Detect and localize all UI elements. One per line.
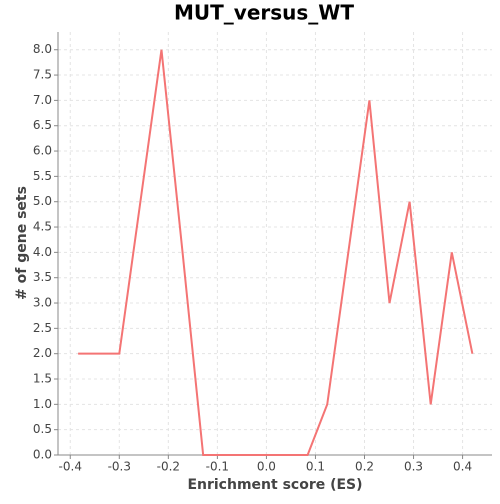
y-tick-label: 2.0	[33, 346, 52, 360]
y-axis-label: # of gene sets	[14, 186, 30, 300]
x-tick-label: -0.4	[59, 460, 82, 474]
y-tick-label: 7.0	[33, 93, 52, 107]
y-tick-label: 2.5	[33, 321, 52, 335]
y-tick-label: 6.0	[33, 144, 52, 158]
y-tick-label: 1.0	[33, 397, 52, 411]
x-tick-label: 0.0	[257, 460, 276, 474]
y-tick-label: 7.5	[33, 68, 52, 82]
y-tick-label: 0.0	[33, 448, 52, 462]
y-tick-label: 3.5	[33, 270, 52, 284]
x-tick-label: -0.2	[157, 460, 180, 474]
y-tick-label: 6.5	[33, 118, 52, 132]
y-tick-label: 1.5	[33, 372, 52, 386]
line	[78, 49, 474, 456]
x-tick-label: 0.4	[453, 460, 472, 474]
x-tick-label: 0.1	[306, 460, 325, 474]
y-tick-label: 8.0	[33, 42, 52, 56]
y-tick-label: 5.5	[33, 169, 52, 183]
x-tick-label: 0.2	[355, 460, 374, 474]
x-axis-label: Enrichment score (ES)	[187, 477, 362, 493]
y-tick-label: 4.5	[33, 220, 52, 234]
y-tick-label: 0.5	[33, 422, 52, 436]
x-tick-label: -0.3	[108, 460, 131, 474]
chart-title: MUT_versus_WT	[174, 1, 354, 25]
y-tick-label: 5.0	[33, 194, 52, 208]
y-tick-label: 4.0	[33, 245, 52, 259]
y-tick-label: 3.0	[33, 296, 52, 310]
x-tick-label: 0.3	[404, 460, 423, 474]
x-tick-label: -0.1	[206, 460, 229, 474]
